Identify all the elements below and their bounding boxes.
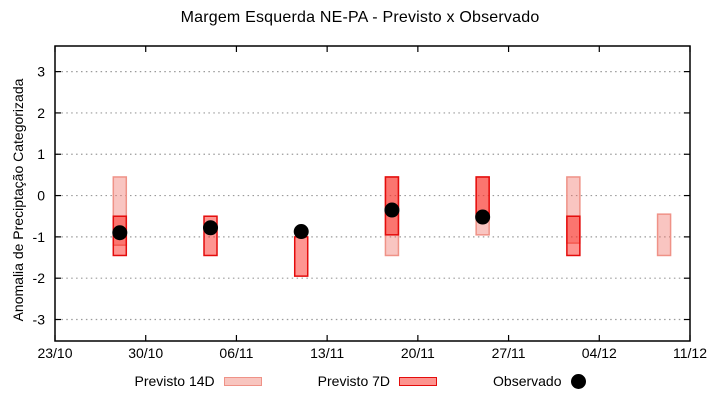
x-tick-label: 04/12 [582, 345, 617, 361]
chart-title: Margem Esquerda NE-PA - Previsto x Obser… [180, 9, 540, 26]
x-tick-label: 30/10 [128, 345, 163, 361]
observado-point-04/11 [203, 220, 219, 236]
x-tick-label: 06/11 [219, 345, 253, 361]
legend-item-previsto-14d: Previsto 14D [135, 373, 262, 389]
bar-previsto-7d-02/12 [566, 215, 581, 257]
observado-point-18/11 [384, 202, 400, 218]
series-previsto-14d [112, 176, 672, 257]
y-tick-label: 1 [37, 146, 45, 162]
series-previsto-7d [112, 176, 581, 277]
x-tick-label: 20/11 [401, 345, 435, 361]
y-tick-label: -3 [33, 312, 46, 328]
bar-previsto-7d-11/11 [293, 236, 309, 277]
legend-item-previsto-7d: Previsto 7D [317, 373, 438, 389]
previsto-14d-swatch-icon [223, 376, 262, 386]
bar-previsto-14d-02/12 [566, 176, 581, 244]
x-tick-label: 13/11 [310, 345, 344, 361]
bar-previsto-14d-09/12 [656, 213, 672, 257]
previsto-7d-swatch-icon [399, 376, 438, 386]
chart-legend: Previsto 14D Previsto 7D Observado [0, 369, 720, 393]
legend-label-previsto-7d: Previsto 7D [317, 373, 391, 389]
series-observado [112, 202, 491, 241]
gridlines [56, 71, 689, 321]
x-tick-label: 23/10 [37, 345, 72, 361]
observado-point-25/11 [475, 209, 491, 225]
observado-point-28/10 [112, 225, 128, 241]
y-tick-label: 3 [37, 64, 45, 80]
axis-ticks: 3 2 1 0 -1 -2 -3 23/10 30/10 06/11 13/11 20/11 27/11… [33, 46, 707, 361]
legend-label-previsto-14d: Previsto 14D [134, 373, 215, 389]
y-tick-label: -1 [33, 229, 46, 245]
legend-item-observado: Observado [493, 373, 586, 389]
x-tick-label: 11/12 [673, 345, 707, 361]
x-tick-label: 27/11 [492, 345, 526, 361]
observado-point-11/11 [293, 224, 309, 240]
y-tick-label: -2 [33, 270, 46, 286]
y-tick-label: 0 [37, 188, 45, 204]
plot-border [54, 45, 691, 342]
observado-dot-icon [570, 373, 586, 389]
legend-label-observado: Observado [493, 373, 562, 389]
y-tick-label: 2 [37, 105, 45, 121]
